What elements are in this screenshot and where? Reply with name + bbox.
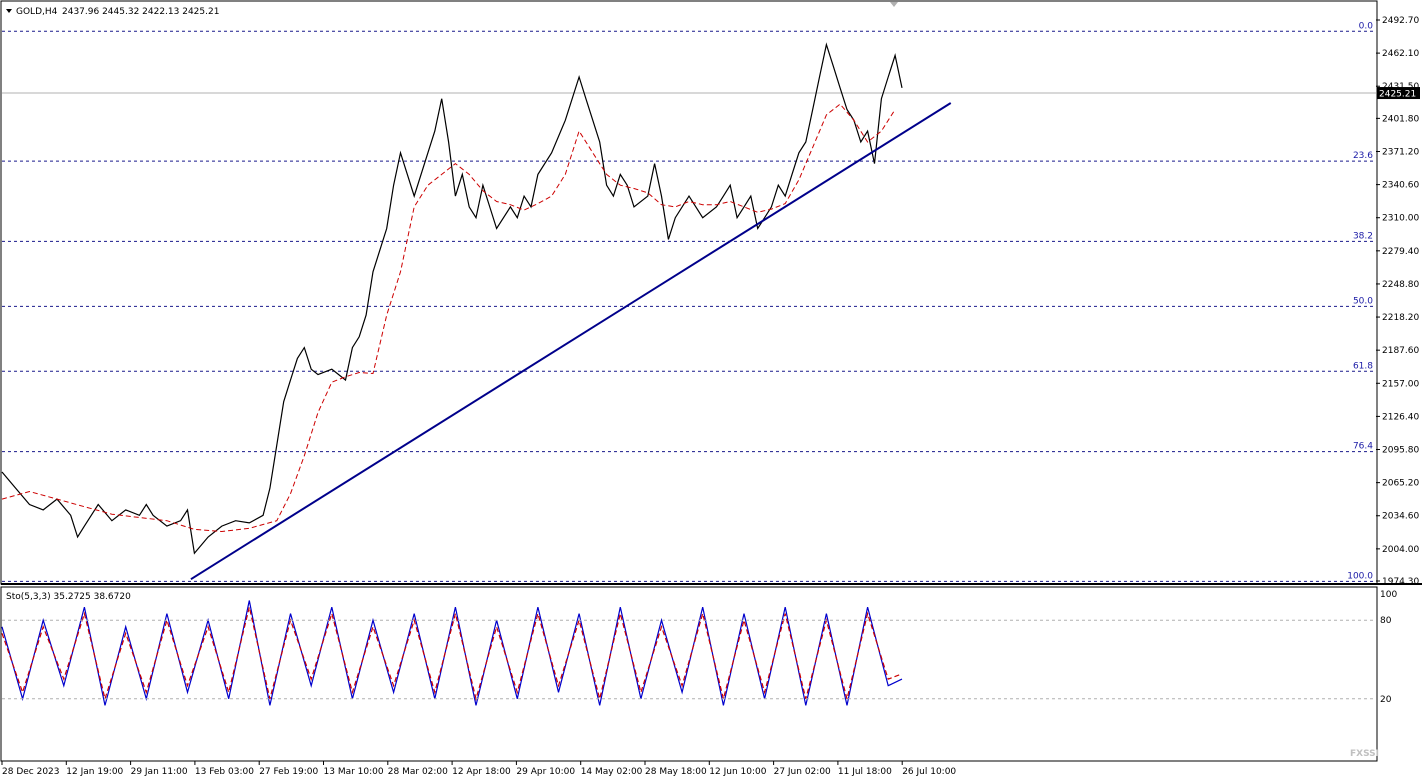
stochastic-tick-label: 20 [1380, 695, 1392, 705]
fib-level-label: 50.0 [1353, 296, 1373, 306]
fib-level-label: 38.2 [1353, 231, 1373, 241]
x-tick-label: 28 Mar 02:00 [388, 767, 448, 777]
last-price-box [1377, 87, 1420, 100]
fib-level-label: 61.8 [1353, 361, 1373, 371]
y-tick-label: 2492.70 [1382, 16, 1419, 26]
y-tick-label: 2004.00 [1382, 545, 1419, 555]
fib-level-label: 23.6 [1353, 151, 1373, 161]
x-tick-label: 27 Feb 19:00 [259, 767, 318, 777]
stochastic-main-line [1, 600, 903, 706]
x-tick-label: 27 Jun 02:00 [774, 767, 831, 777]
x-tick-label: 14 May 02:00 [581, 767, 643, 777]
stochastic-tick-label: 100 [1380, 590, 1397, 600]
support-trendline [190, 102, 952, 581]
stochastic-label: Sto(5,3,3) 35.2725 38.6720 [6, 592, 131, 602]
y-tick-label: 2218.20 [1382, 313, 1419, 323]
ohlc-readout: 2437.96 2445.32 2422.13 2425.21 [62, 7, 219, 17]
last-price-label: 2425.21 [1379, 90, 1416, 100]
y-tick-label: 2187.60 [1382, 346, 1419, 356]
x-tick-label: 29 Apr 10:00 [516, 767, 575, 777]
stochastic-signal-line [1, 606, 903, 702]
x-tick-label: 26 Jul 10:00 [902, 767, 956, 777]
x-tick-label: 13 Mar 10:00 [324, 767, 384, 777]
x-tick-label: 29 Jan 11:00 [131, 767, 188, 777]
stochastic-panel-frame [0, 586, 1378, 762]
y-tick-label: 2095.80 [1382, 446, 1419, 456]
y-tick-label: 2034.60 [1382, 512, 1419, 522]
shift-marker-icon [890, 2, 898, 7]
y-tick-label: 2340.60 [1382, 181, 1419, 191]
x-tick-label: 28 Dec 2023 [2, 767, 60, 777]
x-tick-label: 13 Feb 03:00 [195, 767, 254, 777]
main-panel-frame [0, 0, 1378, 585]
x-tick-label: 12 Jun 10:00 [709, 767, 766, 777]
y-tick-label: 2401.80 [1382, 114, 1419, 124]
y-tick-label: 2371.20 [1382, 147, 1419, 157]
x-tick-label: 11 Jul 18:00 [838, 767, 892, 777]
moving-average-line [1, 103, 896, 533]
fib-level-label: 100.0 [1347, 571, 1373, 581]
x-tick-label: 12 Apr 18:00 [452, 767, 511, 777]
x-tick-label: 28 May 18:00 [645, 767, 707, 777]
chart-symbol-title: GOLD,H4 [16, 7, 58, 17]
fib-level-label: 0.0 [1359, 21, 1374, 31]
fib-level-label: 76.4 [1353, 442, 1373, 452]
y-tick-label: 2248.80 [1382, 280, 1419, 290]
y-tick-label: 1974.30 [1382, 577, 1419, 587]
watermark-logo: FXSSI [1350, 749, 1379, 759]
y-tick-label: 2126.40 [1382, 412, 1419, 422]
y-tick-label: 2310.00 [1382, 214, 1419, 224]
y-tick-label: 2462.10 [1382, 49, 1419, 59]
y-tick-label: 2065.20 [1382, 479, 1419, 489]
price-line [1, 42, 903, 555]
collapse-triangle-icon[interactable] [6, 9, 12, 13]
y-tick-label: 2157.00 [1382, 379, 1419, 389]
x-tick-label: 12 Jan 19:00 [66, 767, 123, 777]
stochastic-tick-label: 80 [1380, 616, 1392, 626]
y-tick-label: 2279.40 [1382, 247, 1419, 257]
